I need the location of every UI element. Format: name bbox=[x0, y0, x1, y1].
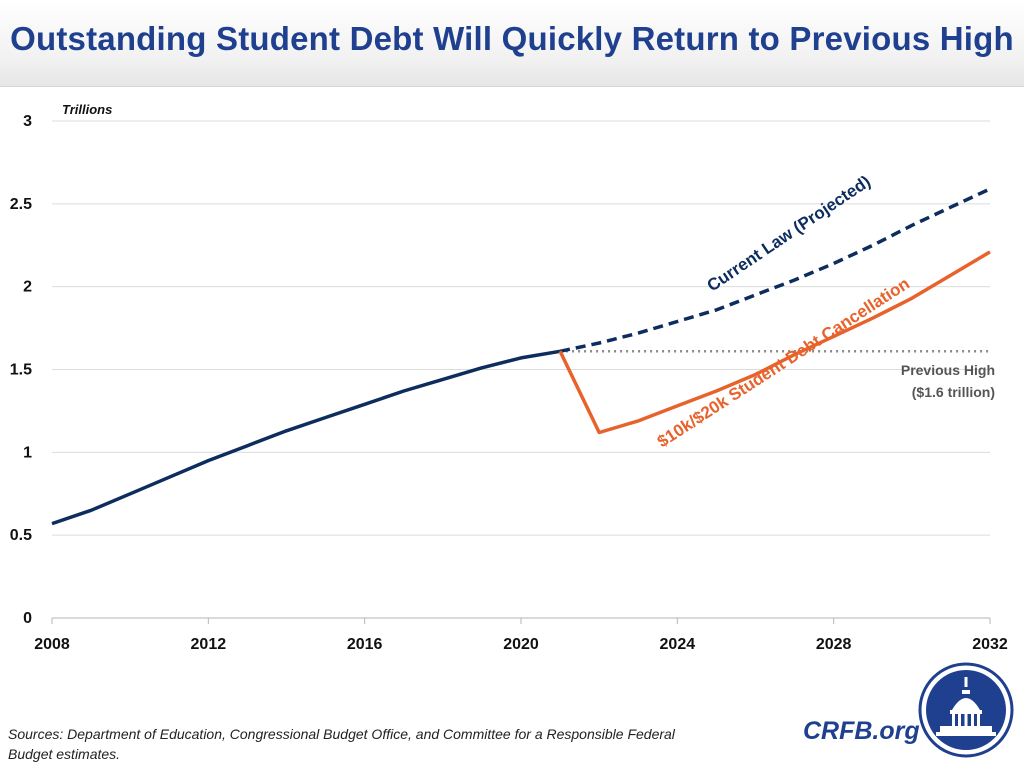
x-tick-label: 2024 bbox=[660, 636, 696, 653]
current-law-projected-line bbox=[559, 187, 991, 354]
debt-cancellation-line bbox=[558, 250, 991, 435]
brand-link[interactable]: CRFB.org bbox=[803, 717, 920, 745]
previous-high-label: Previous High bbox=[901, 362, 995, 378]
header-bar: Outstanding Student Debt Will Quickly Re… bbox=[0, 0, 1024, 87]
x-tick-label: 2020 bbox=[503, 636, 539, 653]
y-tick-label: 1 bbox=[23, 444, 32, 461]
x-tick-label: 2032 bbox=[972, 636, 1008, 653]
x-tick-label: 2012 bbox=[191, 636, 227, 653]
chart-area: 0 0.5 1 1.5 2 2.5 3 2008 2012 2016 2020 2024 2028 203… bbox=[10, 102, 1008, 653]
cancellation-label: $10k/$20k Student Debt Cancellation bbox=[654, 274, 913, 452]
sources-note: Sources: Department of Education, Congre… bbox=[8, 726, 675, 762]
current-law-label: Current Law (Projected) bbox=[704, 172, 874, 296]
page-title: Outstanding Student Debt Will Quickly Re… bbox=[10, 20, 1014, 57]
y-tick-label: 2.5 bbox=[10, 196, 32, 213]
y-axis-label: Trillions bbox=[62, 102, 112, 117]
capitol-logo-icon bbox=[918, 662, 1014, 758]
previous-high-value-label: ($1.6 trillion) bbox=[912, 384, 995, 400]
x-tick-label: 2008 bbox=[34, 636, 70, 653]
y-tick-label: 0 bbox=[23, 610, 32, 627]
y-tick-label: 3 bbox=[23, 113, 32, 130]
y-tick-label: 2 bbox=[23, 279, 32, 296]
y-tick-label: 1.5 bbox=[10, 362, 32, 379]
y-tick-label: 0.5 bbox=[10, 527, 32, 544]
x-tick-label: 2016 bbox=[347, 636, 383, 653]
x-tick-label: 2028 bbox=[816, 636, 852, 653]
historical-debt-line bbox=[51, 349, 561, 526]
